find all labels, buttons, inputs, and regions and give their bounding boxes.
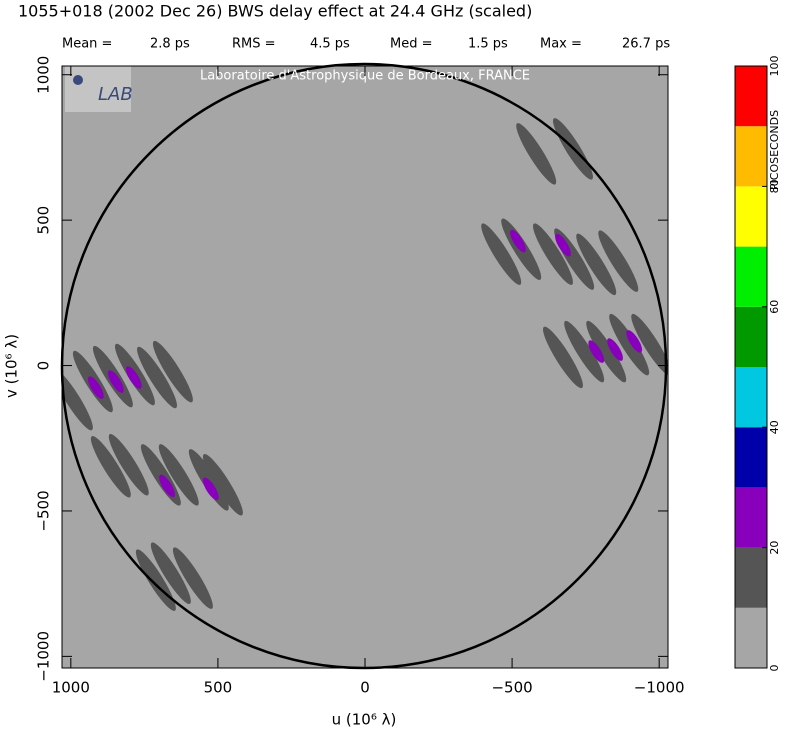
delay-region [586, 320, 627, 383]
stat-label: Mean = [62, 37, 112, 52]
stat-value: 26.7 ps [622, 37, 670, 52]
x-tick-label: −500 [491, 679, 532, 697]
delay-region [543, 326, 583, 389]
delay-region [87, 376, 104, 399]
chart-title: 1055+018 (2002 Dec 26) BWS delay effect … [18, 2, 532, 21]
delay-region [107, 370, 124, 393]
x-tick-label: −1000 [634, 679, 685, 697]
colorbar-segment [735, 246, 767, 307]
x-tick-label: 0 [360, 679, 370, 697]
delay-region [481, 223, 522, 285]
delay-region [90, 435, 131, 498]
regions [62, 118, 668, 611]
colorbar-segment [735, 487, 767, 548]
y-tick-label: 0 [35, 361, 53, 371]
y-tick-label: 500 [35, 206, 53, 235]
logo-box [65, 66, 131, 112]
colorbar-tick-label: 40 [768, 420, 781, 434]
colorbar-segment [735, 427, 767, 488]
y-tick-label: −500 [35, 490, 53, 531]
colorbar-tick-label: 20 [768, 541, 781, 555]
delay-region [158, 444, 199, 506]
stat-label: Max = [540, 37, 582, 52]
colorbar-frame [734, 65, 768, 669]
delay-region [150, 542, 191, 604]
delay-region [172, 547, 213, 609]
delay-region [135, 549, 176, 611]
delay-region [152, 340, 193, 403]
y-tick-label: −1000 [35, 631, 53, 682]
x-tick-label: 500 [204, 679, 233, 697]
delay-region [510, 229, 526, 253]
delay-region [159, 474, 175, 498]
colorbar-tick-label: 100 [768, 56, 781, 77]
x-axis-label: u (10⁶ λ) [332, 711, 397, 729]
logo-dot [73, 75, 83, 85]
colorbar-segment [735, 367, 767, 428]
colorbar-segment [735, 547, 767, 608]
delay-region [607, 338, 623, 361]
colorbar-tick-label: 60 [768, 300, 781, 314]
stat-value: 1.5 ps [468, 37, 508, 52]
colorbar-segment [735, 126, 767, 187]
stat-value: 4.5 ps [310, 37, 350, 52]
delay-region [576, 233, 617, 296]
delay-region [588, 340, 605, 363]
delay-region [626, 330, 643, 353]
delay-region [137, 346, 177, 409]
stat-label: RMS = [232, 37, 276, 52]
delay-region [202, 477, 219, 501]
y-tick-label: 1000 [35, 56, 53, 94]
stat-value: 2.8 ps [150, 37, 190, 52]
colorbar-segment [735, 306, 767, 367]
colorbar-segment [735, 607, 767, 668]
delay-region [631, 313, 668, 376]
colorbar-tick-label: 80 [768, 179, 781, 193]
x-tick-label: 1000 [52, 679, 90, 697]
delay-region [125, 366, 142, 389]
delay-region [516, 123, 557, 185]
y-axis-label: v (10⁶ λ) [3, 334, 21, 398]
delay-region [202, 454, 243, 516]
delay-region [609, 313, 650, 376]
colorbar-label: PICOSECONDS [768, 110, 781, 190]
stat-label: Med = [390, 37, 433, 52]
colorbar-segment [735, 66, 767, 127]
colorbar-segment [735, 186, 767, 247]
delay-region [555, 233, 571, 257]
delay-region [598, 230, 639, 292]
logo: LAB [98, 84, 133, 105]
delay-region [108, 433, 149, 496]
delay-region [564, 320, 605, 383]
colorbar-tick-label: 0 [768, 665, 781, 672]
delay-region [532, 223, 573, 285]
